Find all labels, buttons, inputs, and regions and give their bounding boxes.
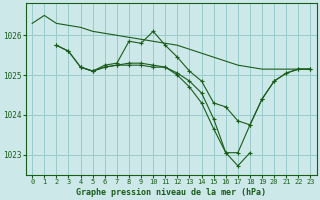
X-axis label: Graphe pression niveau de la mer (hPa): Graphe pression niveau de la mer (hPa) [76,188,266,197]
